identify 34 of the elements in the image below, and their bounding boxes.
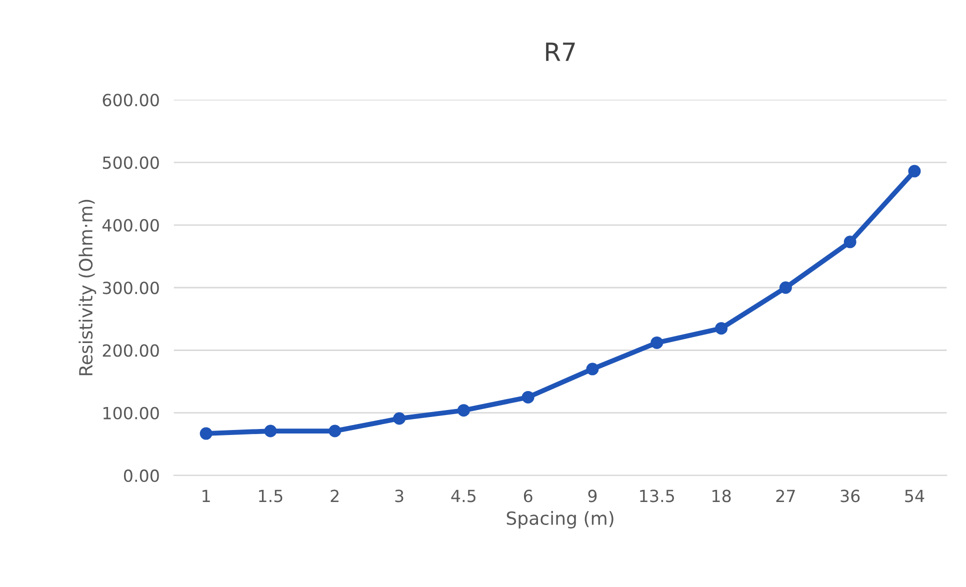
x-tick-label: 27	[776, 490, 795, 502]
x-tick-label: 9	[588, 490, 597, 502]
y-axis-title: Resistivity (Ohm·m)	[78, 200, 96, 376]
point	[393, 412, 406, 425]
x-tick-label: 13.5	[640, 490, 674, 502]
point	[522, 390, 534, 404]
point	[650, 336, 664, 349]
x-tick-label: 1.5	[259, 490, 282, 502]
x-tick-label: 1	[202, 490, 210, 502]
point	[200, 427, 212, 440]
point	[586, 362, 599, 376]
y-tick-label: 200.00	[102, 344, 159, 357]
x-tick-label: 3	[395, 490, 404, 502]
y-tick-label: 0.00	[124, 469, 159, 482]
x-tick-label: 18	[712, 490, 731, 502]
x-tick-label: 36	[840, 490, 860, 502]
x-tick-label: 2	[330, 490, 339, 502]
point	[457, 404, 470, 417]
x-tick-label: 6	[524, 490, 532, 502]
x-axis-title: Spacing (m)	[506, 511, 614, 529]
point	[715, 322, 728, 335]
point	[779, 281, 792, 294]
point	[328, 424, 342, 438]
y-tick-label: 400.00	[102, 218, 159, 232]
y-tick-label: 500.00	[102, 156, 159, 169]
point	[844, 236, 856, 248]
y-tick-label: 300.00	[102, 282, 159, 294]
x-tick-label: 54	[905, 490, 924, 502]
point	[908, 164, 921, 178]
chart-title: R7	[546, 42, 575, 61]
y-tick-label: 600.00	[102, 94, 159, 106]
x-tick-label: 4.5	[451, 490, 476, 502]
y-tick-label: 100.00	[104, 406, 159, 420]
point	[264, 424, 277, 438]
